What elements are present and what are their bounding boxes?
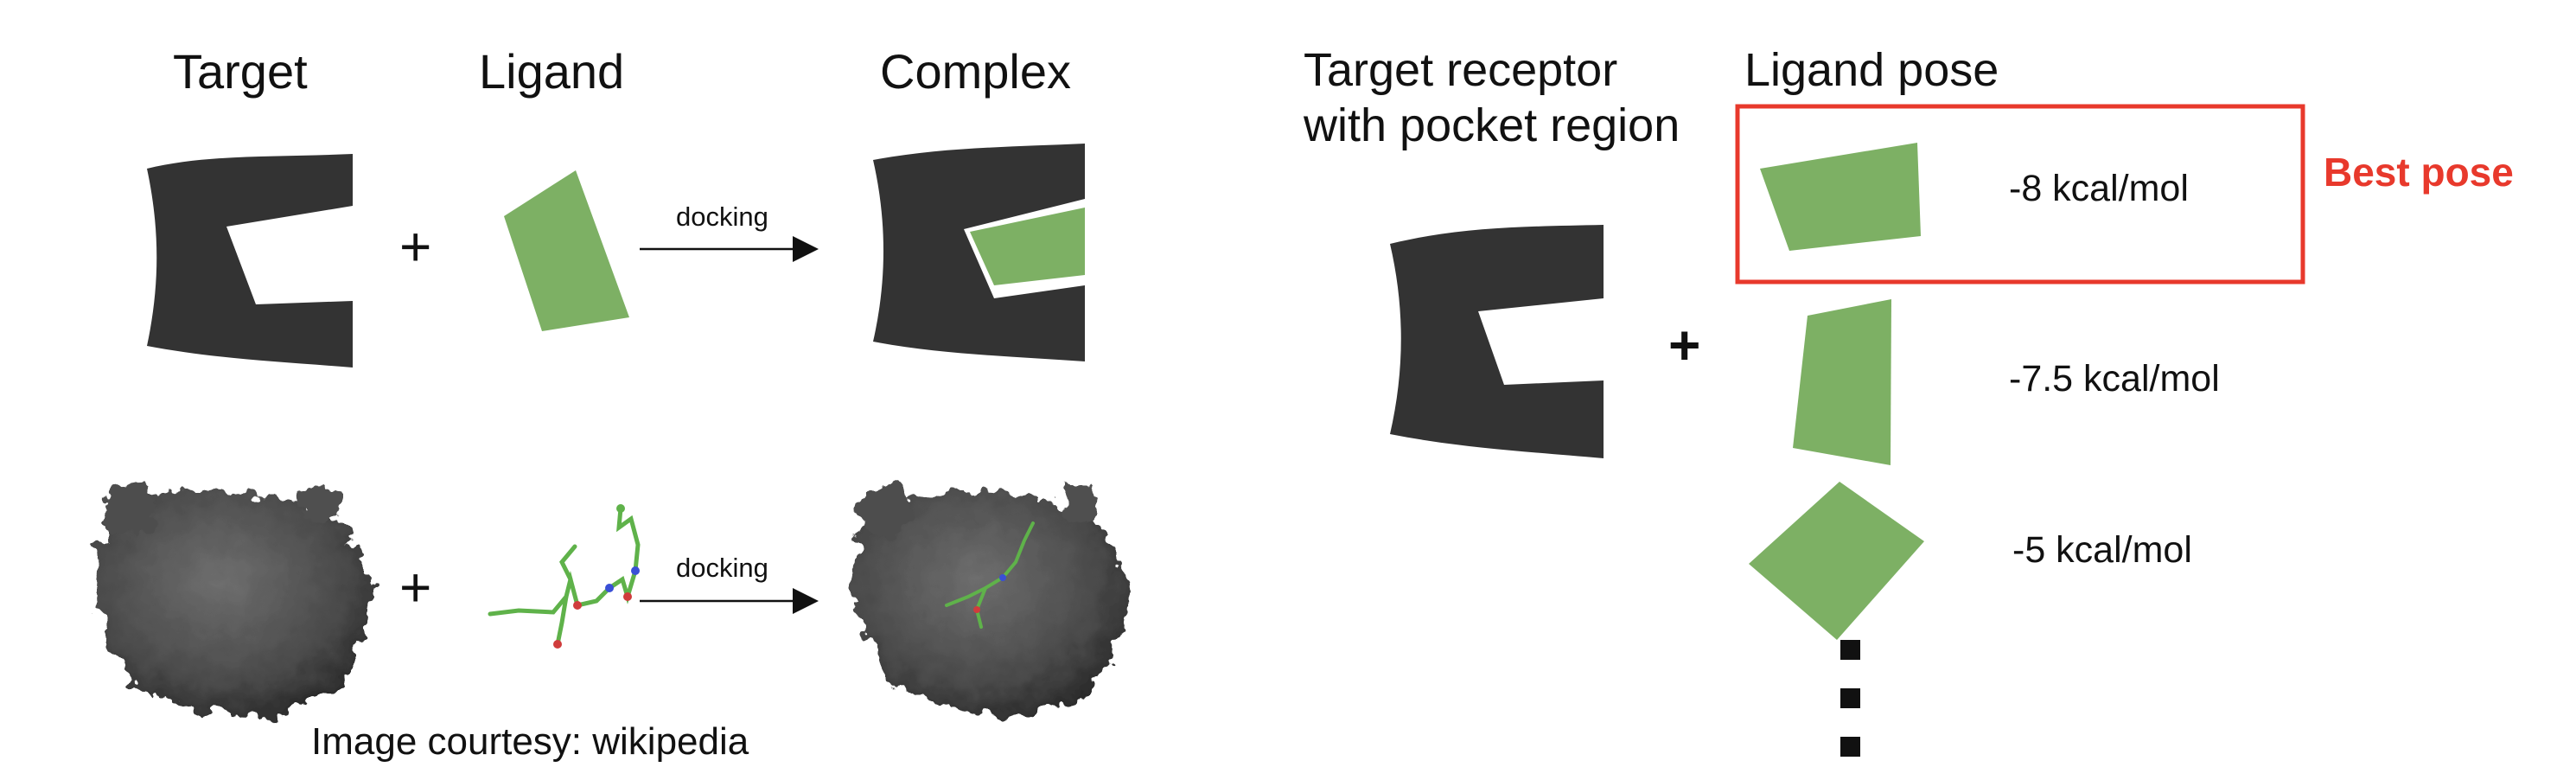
- plus-sign-bottom: +: [399, 555, 431, 619]
- header-target: Target: [173, 43, 308, 99]
- pocket-receptor-shape: [1390, 225, 1604, 458]
- target-protein-surface: [98, 484, 370, 714]
- header-ligand: Ligand: [479, 43, 624, 99]
- receptor-label-line2: with pocket region: [1304, 99, 1680, 152]
- image-caption: Image courtesy: wikipedia: [311, 720, 749, 764]
- pose-energy-1: -8 kcal/mol: [2009, 168, 2189, 210]
- pose-energy-3: -5 kcal/mol: [2012, 529, 2192, 572]
- plus-sign-top: +: [399, 214, 431, 278]
- receptor-label-line1: Target receptor: [1304, 43, 1617, 97]
- docking-label-bottom: docking: [676, 553, 768, 584]
- ligand-pose-header: Ligand pose: [1744, 43, 1999, 97]
- header-complex: Complex: [880, 43, 1071, 99]
- plus-sign-right: +: [1668, 313, 1700, 377]
- best-pose-label: Best pose: [2324, 149, 2514, 195]
- more-poses-dot-1: [1840, 640, 1860, 660]
- ligand-shape: [504, 170, 629, 331]
- target-receptor-shape: [147, 154, 353, 368]
- ligand-molecule: [490, 504, 640, 649]
- complex-protein-surface: [855, 484, 1124, 714]
- ligand-pose-3: [1749, 482, 1924, 640]
- ligand-pose-2: [1793, 299, 1891, 465]
- pose-energy-2: -7.5 kcal/mol: [2009, 358, 2220, 400]
- more-poses-dot-2: [1840, 688, 1860, 708]
- more-poses-dot-3: [1840, 737, 1860, 757]
- docking-label-top: docking: [676, 201, 768, 233]
- ligand-pose-1: [1760, 143, 1921, 251]
